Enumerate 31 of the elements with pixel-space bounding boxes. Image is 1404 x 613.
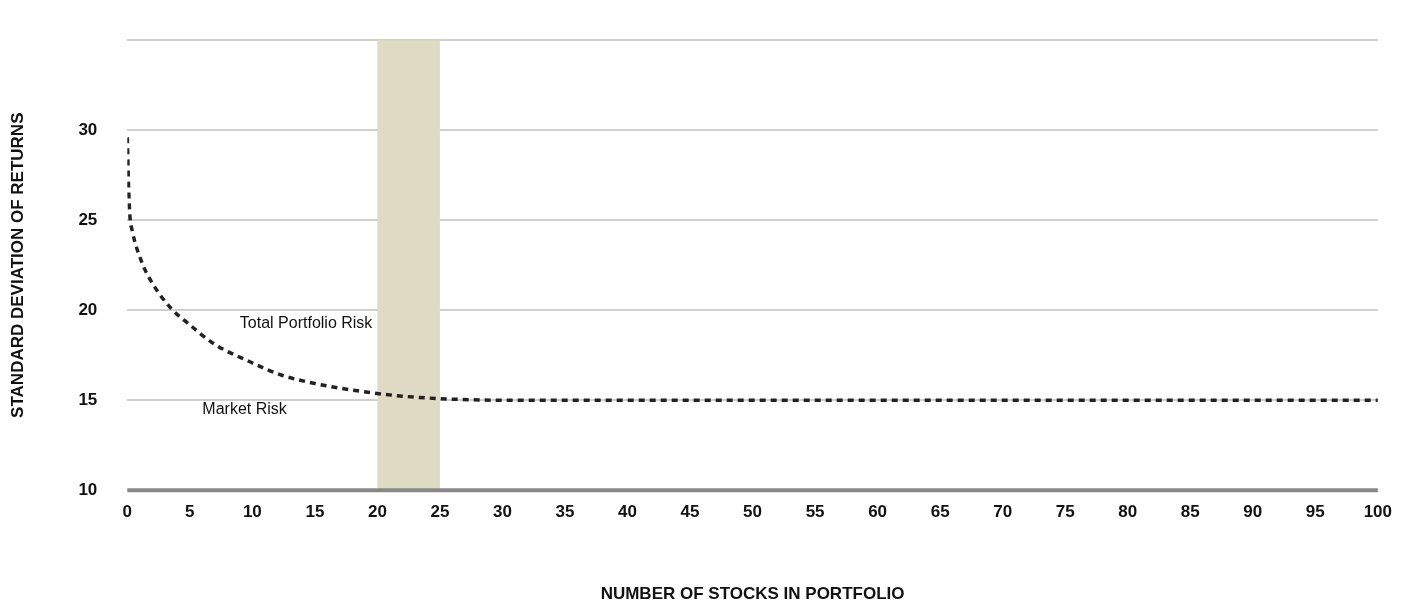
y-tick-label: 30 xyxy=(78,119,98,139)
x-tick-label: 45 xyxy=(680,502,700,522)
y-tick-label: 10 xyxy=(78,479,98,499)
annotation: Total Portfolio Risk xyxy=(239,314,374,332)
x-tick-label: 60 xyxy=(868,502,888,522)
x-tick-label: 75 xyxy=(1055,502,1075,522)
x-tick-label: 65 xyxy=(930,502,950,522)
x-tick-label: 20 xyxy=(367,502,387,522)
x-tick-label: 5 xyxy=(185,502,195,522)
x-tick-label: 100 xyxy=(1363,502,1393,522)
x-tick-label: 25 xyxy=(430,502,450,522)
x-tick-label: 30 xyxy=(493,502,512,522)
y-tick-label: 20 xyxy=(78,299,98,319)
x-tick-label: 0 xyxy=(122,502,133,522)
x-tick-label: 35 xyxy=(555,502,575,522)
y-tick-label: 25 xyxy=(78,209,98,229)
x-tick-label: 95 xyxy=(1305,502,1325,522)
line-series xyxy=(127,135,1378,402)
x-tick-label: 15 xyxy=(305,502,325,522)
x-tick-label: 85 xyxy=(1180,502,1200,522)
x-tick-label: 80 xyxy=(1118,502,1138,522)
y-tick-label: 15 xyxy=(78,389,98,409)
x-tick-label: 55 xyxy=(805,502,825,522)
annotation: Market Risk xyxy=(202,399,288,417)
x-tick-label: 10 xyxy=(242,502,262,522)
x-tick-label: 40 xyxy=(618,502,637,522)
x-tick-label: 90 xyxy=(1243,502,1263,522)
x-tick-label: 70 xyxy=(993,502,1013,522)
y-axis-title: STANDARD DEVIATION OF RETURNS xyxy=(7,112,27,418)
x-axis-title: NUMBER OF STOCKS IN PORTFOLIO xyxy=(600,584,905,604)
x-tick-label: 50 xyxy=(743,502,763,522)
